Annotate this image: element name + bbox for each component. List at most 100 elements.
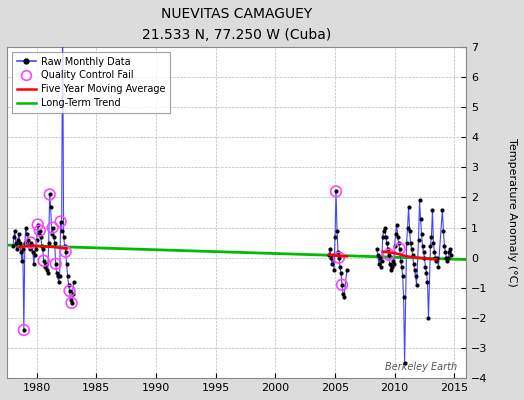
Point	[48, 230, 56, 237]
Point	[420, 254, 429, 261]
Point	[402, 240, 411, 246]
Point	[36, 228, 44, 234]
Point	[326, 246, 334, 252]
Point	[37, 234, 45, 240]
Point	[338, 282, 346, 288]
Point	[384, 246, 392, 252]
Point	[39, 258, 48, 264]
Point	[13, 246, 21, 252]
Point	[434, 264, 443, 270]
Point	[29, 248, 37, 255]
Point	[23, 230, 31, 237]
Point	[446, 246, 454, 252]
Point	[34, 221, 42, 228]
Point	[398, 272, 407, 279]
Point	[406, 228, 414, 234]
Point	[375, 260, 383, 267]
Point	[418, 242, 427, 249]
Point	[383, 240, 391, 246]
Point	[389, 260, 398, 267]
Point	[386, 260, 394, 267]
Point	[387, 266, 395, 273]
Point	[14, 236, 22, 243]
Point	[396, 246, 404, 252]
Point	[385, 252, 393, 258]
Point	[447, 252, 455, 258]
Point	[38, 242, 46, 249]
Point	[60, 242, 69, 249]
Y-axis label: Temperature Anomaly (°C): Temperature Anomaly (°C)	[507, 138, 517, 287]
Point	[397, 264, 406, 270]
Point	[68, 300, 76, 306]
Point	[59, 234, 68, 240]
Point	[378, 258, 386, 264]
Point	[442, 254, 451, 261]
Point	[444, 254, 453, 261]
Point	[20, 327, 28, 333]
Point	[20, 240, 29, 246]
Point	[441, 248, 450, 255]
Point	[403, 224, 412, 231]
Point	[62, 260, 71, 267]
Point	[327, 254, 335, 261]
Point	[410, 266, 419, 273]
Point	[36, 228, 44, 234]
Point	[439, 228, 447, 234]
Point	[17, 248, 25, 255]
Text: Berkeley Earth: Berkeley Earth	[385, 362, 457, 372]
Point	[46, 191, 54, 198]
Point	[417, 230, 425, 237]
Point	[395, 240, 403, 246]
Point	[396, 246, 404, 252]
Point	[40, 264, 49, 270]
Point	[68, 291, 77, 297]
Point	[419, 248, 428, 255]
Point	[433, 254, 442, 261]
Point	[47, 203, 55, 210]
Point	[41, 260, 50, 267]
Point	[331, 234, 339, 240]
Point	[56, 272, 64, 279]
Point	[27, 240, 35, 246]
Point	[422, 270, 431, 276]
Point	[407, 240, 415, 246]
Point	[408, 252, 417, 258]
Point	[66, 288, 74, 294]
Point	[409, 260, 418, 267]
Point	[66, 288, 74, 294]
Point	[49, 234, 58, 240]
Point	[332, 188, 340, 195]
Point	[391, 230, 400, 237]
Point	[26, 246, 34, 252]
Point	[10, 228, 19, 234]
Point	[25, 242, 33, 249]
Point	[400, 360, 409, 366]
Point	[423, 279, 432, 285]
Point	[9, 242, 17, 249]
Point	[426, 242, 434, 249]
Point	[430, 248, 439, 255]
Point	[377, 264, 385, 270]
Point	[407, 246, 416, 252]
Point	[343, 266, 351, 273]
Point	[12, 240, 20, 246]
Point	[45, 240, 53, 246]
Point	[68, 300, 76, 306]
Point	[338, 282, 346, 288]
Point	[63, 272, 72, 279]
Point	[387, 264, 396, 270]
Point	[31, 246, 40, 252]
Point	[376, 254, 384, 261]
Point	[67, 297, 75, 303]
Point	[27, 240, 35, 246]
Point	[29, 260, 38, 267]
Point	[51, 260, 60, 267]
Point	[432, 258, 441, 264]
Point	[412, 282, 421, 288]
Point	[35, 230, 43, 237]
Point	[431, 254, 440, 261]
Title: NUEVITAS CAMAGUEY
21.533 N, 77.250 W (Cuba): NUEVITAS CAMAGUEY 21.533 N, 77.250 W (Cu…	[142, 7, 331, 42]
Point	[328, 260, 336, 267]
Point	[390, 242, 399, 249]
Point	[340, 294, 348, 300]
